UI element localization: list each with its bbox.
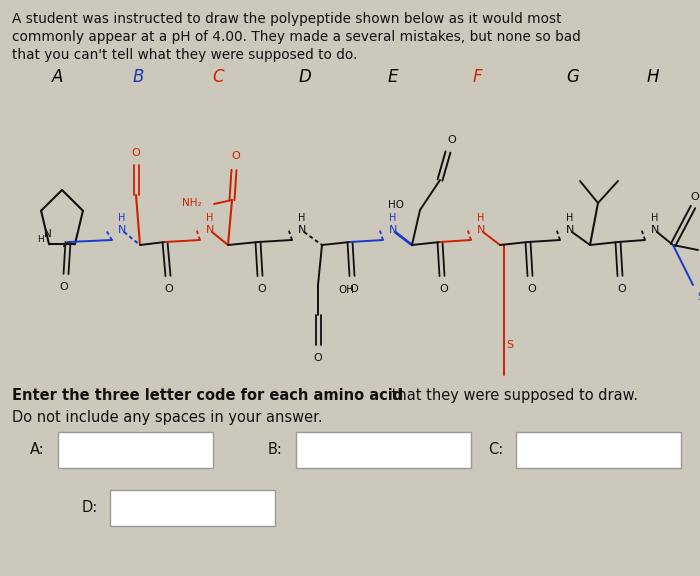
- Text: N: N: [651, 225, 659, 235]
- Text: N: N: [389, 225, 398, 235]
- FancyBboxPatch shape: [58, 432, 213, 468]
- Text: O: O: [132, 148, 141, 158]
- Text: D: D: [299, 68, 312, 86]
- Text: that they were supposed to draw.: that they were supposed to draw.: [387, 388, 638, 403]
- Text: B:: B:: [268, 442, 283, 457]
- Text: O: O: [314, 353, 323, 363]
- Text: O: O: [528, 284, 536, 294]
- Text: H: H: [298, 213, 305, 223]
- Text: D:: D:: [82, 501, 98, 516]
- Text: S: S: [506, 340, 513, 350]
- Text: N: N: [477, 225, 485, 235]
- Text: F: F: [473, 68, 482, 86]
- Text: C: C: [212, 68, 224, 86]
- Text: B: B: [132, 68, 144, 86]
- Text: O: O: [617, 284, 626, 294]
- Text: N: N: [118, 225, 127, 235]
- Text: H: H: [566, 213, 573, 223]
- Text: O: O: [232, 151, 240, 161]
- Text: O: O: [447, 135, 456, 145]
- Text: H: H: [206, 213, 214, 223]
- Text: H: H: [36, 236, 43, 244]
- Text: N: N: [44, 229, 52, 239]
- Text: N: N: [566, 225, 575, 235]
- Text: O: O: [440, 284, 449, 294]
- Text: G: G: [566, 68, 580, 86]
- FancyBboxPatch shape: [516, 432, 681, 468]
- Text: O: O: [60, 282, 69, 292]
- Text: H: H: [651, 213, 659, 223]
- FancyBboxPatch shape: [110, 490, 275, 526]
- Text: S⁻: S⁻: [697, 292, 700, 302]
- Text: NH₂: NH₂: [183, 198, 202, 208]
- Text: Do not include any spaces in your answer.: Do not include any spaces in your answer…: [12, 410, 323, 425]
- Text: H: H: [389, 213, 396, 223]
- Text: that you can't tell what they were supposed to do.: that you can't tell what they were suppo…: [12, 48, 358, 62]
- FancyBboxPatch shape: [296, 432, 471, 468]
- Text: O: O: [691, 192, 699, 202]
- Text: N: N: [206, 225, 214, 235]
- Text: A: A: [52, 68, 64, 86]
- Text: N: N: [298, 225, 307, 235]
- Text: E: E: [388, 68, 398, 86]
- Text: OH: OH: [338, 285, 354, 295]
- Text: C:: C:: [488, 442, 503, 457]
- Text: O: O: [164, 284, 174, 294]
- Text: H: H: [477, 213, 484, 223]
- Text: commonly appear at a pH of 4.00. They made a several mistakes, but none so bad: commonly appear at a pH of 4.00. They ma…: [12, 30, 581, 44]
- Text: Enter the three letter code for each amino acid: Enter the three letter code for each ami…: [12, 388, 403, 403]
- Text: O: O: [349, 284, 358, 294]
- Text: HO: HO: [388, 200, 404, 210]
- Text: A:: A:: [30, 442, 45, 457]
- Text: O: O: [258, 284, 267, 294]
- Text: H: H: [647, 68, 659, 86]
- Text: A student was instructed to draw the polypeptide shown below as it would most: A student was instructed to draw the pol…: [12, 12, 561, 26]
- Text: H: H: [118, 213, 125, 223]
